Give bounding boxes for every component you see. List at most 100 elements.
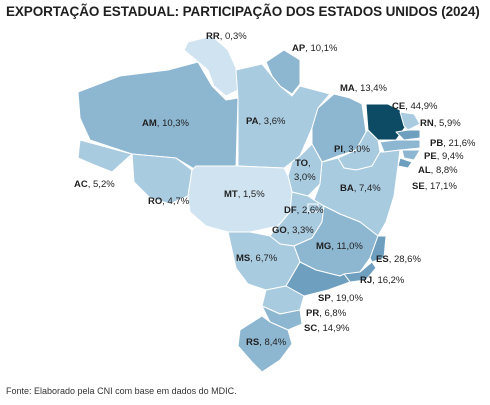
label-ma: MA, 13,4%: [340, 83, 388, 94]
label-rs: RS, 8,4%: [246, 337, 287, 348]
label-sep: ,: [389, 254, 394, 265]
label-pe: PE, 9,4%: [424, 151, 464, 162]
label-sep: ,: [287, 225, 292, 236]
label-code: PI: [334, 144, 343, 155]
label-sep: ,: [354, 183, 359, 194]
label-code: CE: [392, 101, 405, 112]
label-value: 17,1%: [430, 181, 457, 192]
label-value: 16,2%: [377, 275, 404, 286]
label-value: 4,7%: [168, 196, 190, 207]
label-value: 11,0%: [337, 241, 364, 252]
label-code: RS: [246, 337, 259, 348]
label-sep: ,: [250, 253, 255, 264]
state-ac: [77, 139, 133, 173]
label-value: 3,0%: [348, 144, 370, 155]
label-value: 21,6%: [448, 138, 475, 149]
state-ro: [131, 153, 193, 205]
label-code: SE: [412, 181, 425, 192]
label-sep: ,: [238, 189, 243, 200]
label-sep: ,: [431, 165, 436, 176]
label-value: 6,8%: [324, 308, 346, 319]
label-sep: ,: [443, 138, 448, 149]
label-code: AC: [74, 179, 88, 190]
label-sep: ,: [319, 308, 324, 319]
label-code: RR: [206, 31, 220, 42]
label-value: ,: [220, 31, 225, 42]
label-value: 9,4%: [442, 151, 464, 162]
label-code: PB: [430, 138, 443, 149]
state-rs: [237, 315, 293, 373]
label-pr: PR, 6,8%: [306, 308, 347, 319]
label-ms: MS, 6,7%: [236, 253, 278, 264]
label-ac: AC, 5,2%: [74, 179, 115, 190]
label-sep: ,: [317, 323, 322, 334]
label-sep: ,: [437, 151, 442, 162]
label-value: 0,3%: [225, 31, 247, 42]
label-value: 5,2%: [93, 179, 115, 190]
label-value: 8,8%: [436, 165, 458, 176]
label-code: DF: [284, 205, 297, 216]
label-am: AM, 10,3%: [142, 118, 190, 129]
label-value: 3,6%: [264, 116, 286, 127]
label-code: MG: [316, 241, 331, 252]
label-pi: PI, 3,0%: [334, 144, 370, 155]
label-value: 2,6%: [302, 205, 324, 216]
state-al: [401, 149, 421, 161]
label-code: GO: [272, 225, 287, 236]
label-code: AL: [418, 165, 431, 176]
label-ap: AP, 10,1%: [292, 43, 338, 54]
label-code: PE: [424, 151, 437, 162]
label-code: AM: [142, 118, 157, 129]
label-value: 28,6%: [394, 254, 421, 265]
state-pa: [235, 63, 331, 169]
state-sp: [285, 261, 351, 297]
state-es: [369, 235, 387, 263]
label-pa: PA, 3,6%: [246, 116, 286, 127]
label-value: 13,4%: [360, 83, 387, 94]
label-sep: ,: [308, 158, 311, 169]
label-code: SP: [318, 293, 331, 304]
label-code: BA: [340, 183, 354, 194]
label-sp: SP, 19,0%: [318, 293, 363, 304]
label-sep: ,: [259, 116, 264, 127]
label-sep: ,: [405, 101, 410, 112]
label-value: 19,0%: [336, 293, 363, 304]
label-code: TO: [295, 158, 308, 169]
label-code: AP: [292, 43, 306, 54]
label-value: 14,9%: [322, 323, 349, 334]
label-ba: BA, 7,4%: [340, 183, 381, 194]
label-value: 7,4%: [359, 183, 381, 194]
label-sep: ,: [88, 179, 93, 190]
label-code: ES: [376, 254, 389, 265]
label-sc: SC, 14,9%: [304, 323, 350, 334]
state-rr: [183, 35, 239, 97]
label-go: GO, 3,3%: [272, 225, 314, 236]
label-sep: ,: [157, 118, 162, 129]
label-value: 8,4%: [264, 337, 286, 348]
label-code: PA: [246, 116, 259, 127]
label-sep: ,: [331, 241, 336, 252]
label-pb: PB, 21,6%: [430, 138, 476, 149]
label-value: 6,7%: [256, 253, 278, 264]
label-rj: RJ, 16,2%: [360, 275, 405, 286]
label-al: AL, 8,8%: [418, 165, 458, 176]
label-sep: ,: [434, 118, 439, 129]
label-sep: ,: [297, 205, 302, 216]
label-code: RO: [148, 196, 162, 207]
label-code: PR: [306, 308, 319, 319]
source-note: Fonte: Elaborado pela CNI com base em da…: [6, 386, 237, 396]
label-mg: MG, 11,0%: [316, 241, 363, 252]
label-code: RN: [420, 118, 434, 129]
label-code: MA: [340, 83, 355, 94]
label-sep: ,: [162, 196, 167, 207]
label-mt: MT, 1,5%: [224, 189, 265, 200]
label-value: 1,5%: [243, 189, 265, 200]
state-am: [77, 61, 239, 171]
label-se: SE, 17,1%: [412, 181, 457, 192]
state-shapes: [77, 35, 421, 373]
label-df: DF, 2,6%: [284, 205, 324, 216]
label-sep: ,: [355, 83, 360, 94]
label-value: 10,3%: [162, 118, 189, 129]
label-ro: RO, 4,7%: [148, 196, 190, 207]
